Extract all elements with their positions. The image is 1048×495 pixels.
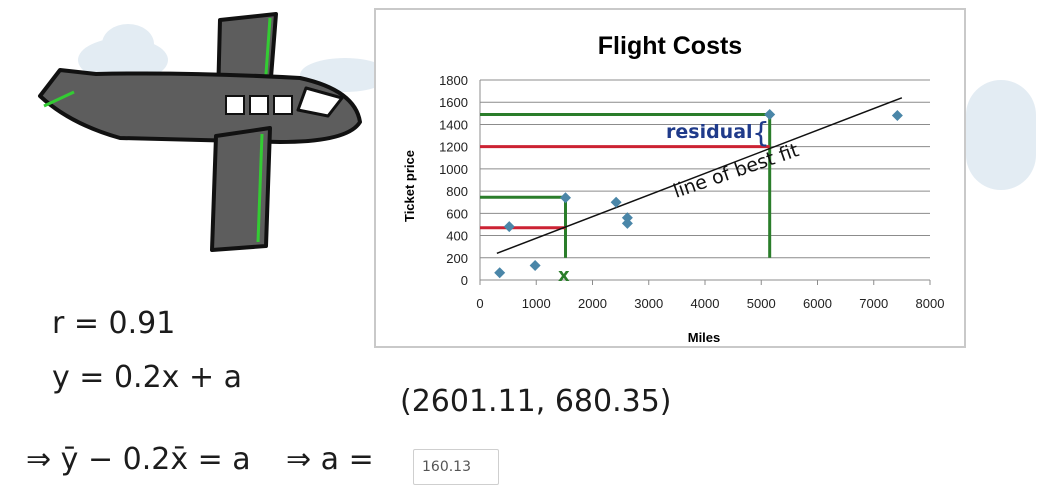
x-marker-annotation: x: [558, 265, 570, 286]
y-tick-label: 1000: [439, 162, 468, 177]
chart-panel: Flight Costs Ticket price Miles 0 200 400 6…: [374, 8, 966, 348]
y-tick-label: 1200: [439, 140, 468, 155]
cloud-right: [966, 80, 1036, 190]
scatter-chart: Flight Costs Ticket price Miles 0 200 400 6…: [402, 32, 944, 345]
airplane-illustration: [38, 12, 362, 252]
data-points: [494, 108, 903, 279]
x-tick-label: 8000: [916, 296, 945, 311]
mean-point-note: (2601.11, 680.35): [400, 384, 672, 419]
correlation-note: r = 0.91: [52, 306, 176, 341]
x-tick-label: 0: [476, 296, 483, 311]
data-point: [503, 221, 515, 233]
x-tick-label: 5000: [747, 296, 776, 311]
x-tick-label: 1000: [522, 296, 551, 311]
best-fit-line-group: [496, 97, 903, 255]
data-point: [560, 192, 571, 204]
intercept-answer-input[interactable]: [413, 449, 499, 485]
data-point: [610, 196, 622, 208]
data-point: [764, 108, 776, 120]
derivation-note-left: ⇒ ȳ − 0.2x̄ = a: [26, 442, 251, 477]
x-tick-label: 2000: [578, 296, 607, 311]
residual-brace: {: [752, 116, 770, 149]
data-point: [891, 110, 903, 122]
x-tick-label: 4000: [691, 296, 720, 311]
x-tick-label: 3000: [634, 296, 663, 311]
y-tick-labels: 0 200 400 600 800 1000 1200 1400 1600 1800: [439, 73, 468, 288]
cloud-left: [102, 24, 154, 64]
derivation-note-right: ⇒ a =: [286, 442, 374, 477]
y-tick-label: 1400: [439, 117, 468, 132]
x-tick-label: 7000: [859, 296, 888, 311]
residual-annotation: residual: [666, 121, 753, 143]
data-point: [621, 217, 633, 229]
data-point: [529, 260, 541, 272]
y-tick-label: 600: [446, 206, 468, 221]
y-tick-label: 1800: [439, 73, 468, 88]
x-tick-label: 6000: [803, 296, 832, 311]
data-point: [494, 267, 506, 279]
best-fit-annotation: line of best fit: [670, 139, 801, 203]
x-axis-label: Miles: [688, 330, 721, 345]
y-tick-label: 0: [461, 273, 468, 288]
y-tick-label: 200: [446, 251, 468, 266]
best-fit-line: [496, 97, 903, 255]
y-tick-label: 1600: [439, 95, 468, 110]
x-tick-labels: 0 1000 2000 3000 4000 5000 6000 7000 8000: [476, 296, 944, 311]
y-tick-label: 800: [446, 184, 468, 199]
data-point: [621, 212, 633, 224]
y-tick-label: 400: [446, 229, 468, 244]
regression-equation-note: y = 0.2x + a: [52, 360, 243, 395]
y-axis-label: Ticket price: [402, 150, 417, 222]
chart-title: Flight Costs: [598, 32, 742, 60]
